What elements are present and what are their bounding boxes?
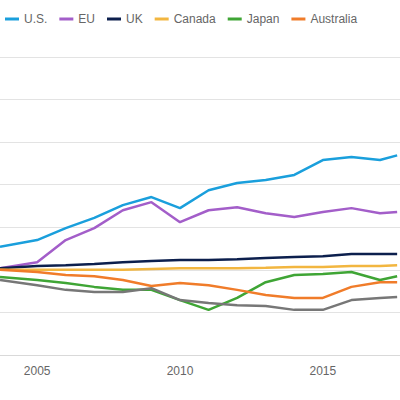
svg-text:UK: UK: [126, 12, 143, 26]
svg-text:Canada: Canada: [174, 12, 216, 26]
svg-text:EU: EU: [78, 12, 95, 26]
svg-text:U.S.: U.S.: [24, 12, 47, 26]
svg-text:2015: 2015: [310, 364, 337, 378]
svg-text:2005: 2005: [24, 364, 51, 378]
svg-text:Australia: Australia: [310, 12, 357, 26]
svg-text:Japan: Japan: [247, 12, 280, 26]
svg-text:2010: 2010: [167, 364, 194, 378]
